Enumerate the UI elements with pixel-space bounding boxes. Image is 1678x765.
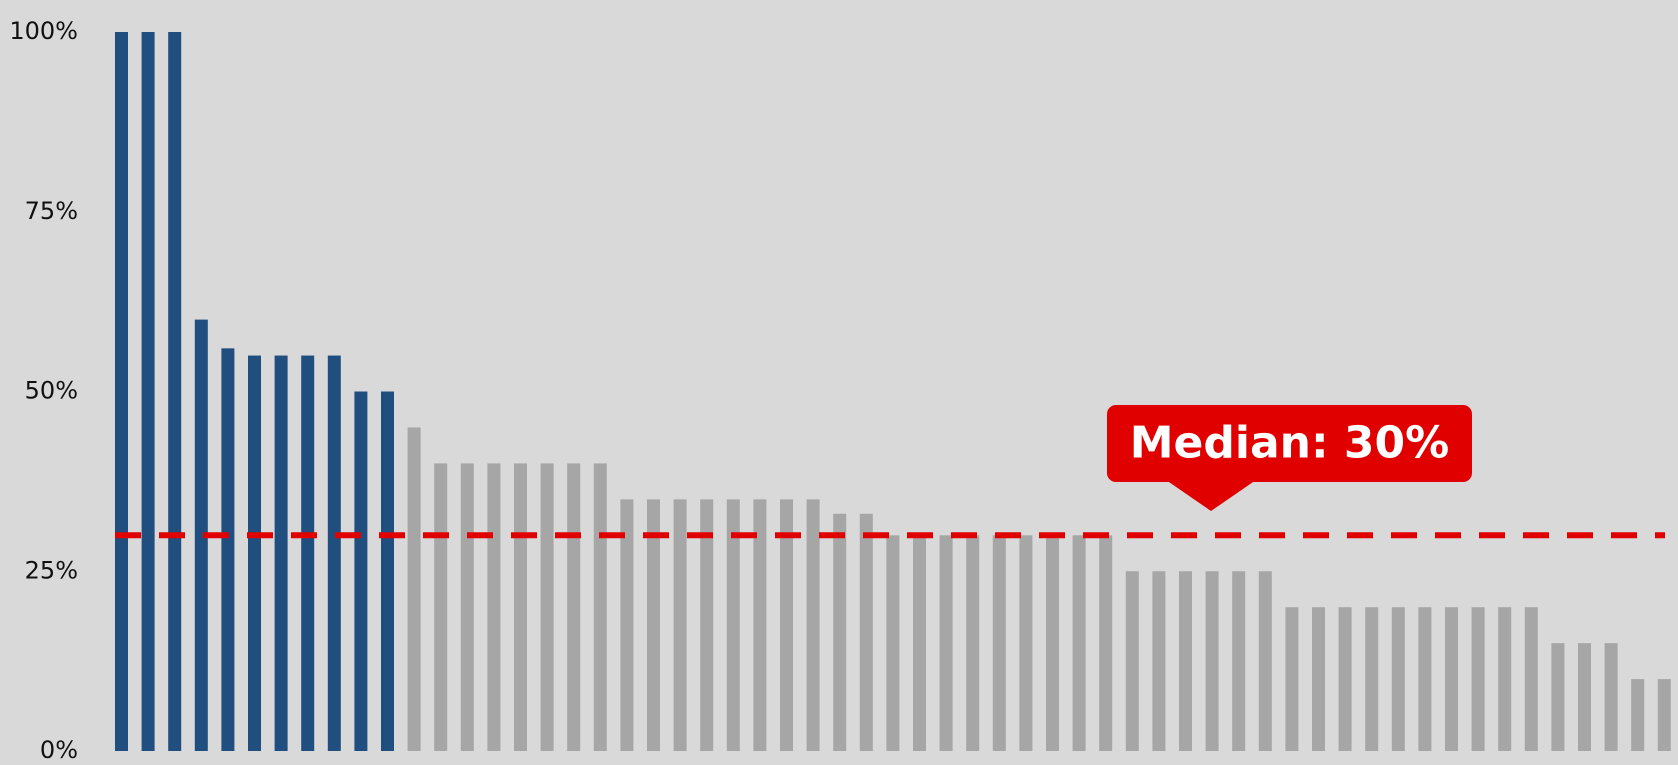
bar-highlighted — [327, 355, 341, 751]
bar-highlighted — [381, 391, 394, 751]
bar — [1046, 535, 1059, 751]
bar — [1524, 607, 1538, 751]
bar — [487, 463, 501, 751]
bar — [1365, 607, 1379, 751]
bar-highlighted — [248, 355, 261, 751]
bar — [1391, 607, 1405, 751]
bar — [1631, 679, 1645, 751]
median-label: Median: 30% — [1130, 418, 1449, 469]
median-callout-pointer — [1166, 480, 1256, 511]
bar-highlighted — [168, 32, 182, 751]
bar — [753, 499, 767, 751]
bar — [726, 499, 740, 751]
bar — [593, 463, 607, 751]
bar — [434, 463, 448, 751]
bar — [939, 535, 953, 751]
bar — [407, 427, 421, 751]
bar — [1152, 571, 1166, 751]
bar — [460, 463, 474, 751]
bar-highlighted — [354, 391, 368, 751]
bar — [859, 513, 873, 751]
bar — [1099, 535, 1113, 751]
bar — [1019, 535, 1033, 751]
bar — [1285, 607, 1299, 751]
bar-highlighted — [194, 319, 208, 751]
bar — [1498, 607, 1512, 751]
bar — [886, 535, 900, 751]
bar — [1205, 571, 1219, 751]
y-tick-label: 100% — [9, 17, 78, 45]
y-tick-label: 75% — [25, 197, 78, 225]
bar — [1125, 571, 1139, 751]
bar — [514, 463, 527, 751]
bar — [700, 499, 714, 751]
bar — [1604, 643, 1618, 751]
bar — [833, 513, 847, 751]
bar — [1179, 571, 1192, 751]
bar-highlighted — [141, 32, 155, 751]
bar — [1258, 571, 1272, 751]
bar — [1338, 607, 1352, 751]
bar — [647, 499, 660, 751]
bar — [992, 535, 1006, 751]
bar-highlighted — [221, 348, 235, 751]
bar — [540, 463, 554, 751]
bar — [1072, 535, 1086, 751]
y-tick-label: 50% — [25, 377, 78, 405]
y-axis: 0% 25% 50% 75% 100% — [9, 17, 78, 764]
bar — [620, 499, 634, 751]
y-tick-label: 0% — [40, 736, 78, 764]
bar — [1578, 643, 1591, 751]
bar-highlighted — [301, 355, 315, 751]
bar — [1551, 643, 1565, 751]
bar — [1418, 607, 1432, 751]
bar — [1232, 571, 1246, 751]
median-callout-box — [1107, 405, 1472, 482]
bar — [806, 499, 820, 751]
bar — [780, 499, 793, 751]
median-callout: Median: 30% — [1107, 405, 1472, 511]
bar — [1312, 607, 1325, 751]
bar — [913, 535, 926, 751]
y-tick-label: 25% — [25, 556, 78, 584]
bar — [966, 535, 980, 751]
bar — [1471, 607, 1485, 751]
bar — [567, 463, 581, 751]
bar — [673, 499, 687, 751]
bar-highlighted — [274, 355, 288, 751]
bar — [1445, 607, 1458, 751]
bar-highlighted — [115, 32, 128, 751]
bar — [1657, 679, 1671, 751]
